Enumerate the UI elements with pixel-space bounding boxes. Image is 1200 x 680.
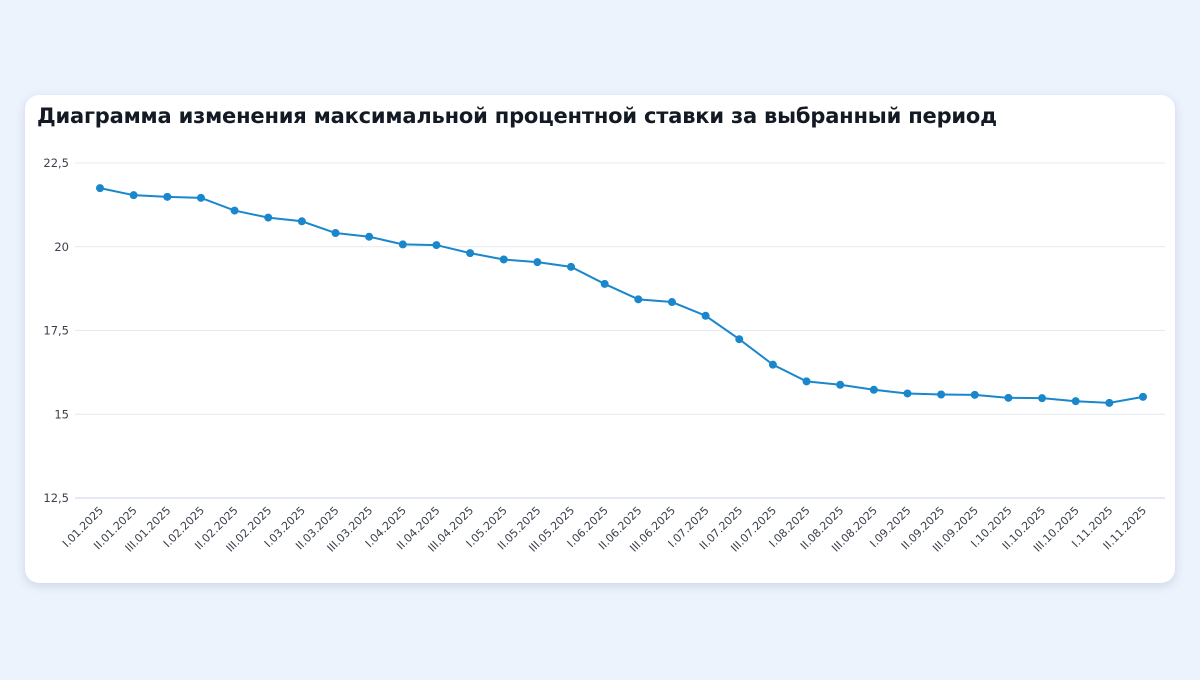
data-point[interactable] bbox=[836, 380, 845, 389]
data-point[interactable] bbox=[768, 360, 777, 369]
data-point[interactable] bbox=[869, 385, 878, 394]
data-point[interactable] bbox=[365, 232, 374, 241]
data-point[interactable] bbox=[667, 298, 676, 307]
data-point[interactable] bbox=[1071, 397, 1080, 406]
data-point[interactable] bbox=[432, 241, 441, 250]
series-line bbox=[99, 187, 1144, 404]
data-point[interactable] bbox=[533, 258, 542, 267]
data-point[interactable] bbox=[264, 213, 273, 222]
y-tick-label: 17,5 bbox=[43, 324, 69, 338]
data-point[interactable] bbox=[634, 295, 643, 304]
data-point[interactable] bbox=[600, 279, 609, 288]
data-point[interactable] bbox=[96, 184, 104, 193]
y-tick-label: 15 bbox=[54, 407, 69, 421]
data-point[interactable] bbox=[1004, 393, 1013, 402]
y-tick-label: 22,5 bbox=[43, 156, 69, 170]
data-point[interactable] bbox=[1139, 392, 1147, 401]
data-point[interactable] bbox=[735, 335, 744, 344]
data-point[interactable] bbox=[567, 262, 576, 271]
chart-card: Диаграмма изменения максимальной процент… bbox=[25, 95, 1175, 583]
data-point[interactable] bbox=[466, 249, 475, 258]
data-point[interactable] bbox=[297, 217, 306, 226]
data-point[interactable] bbox=[129, 191, 138, 200]
line-chart: 12,5 15 17,5 20 22,5 I.01.2025II.01.2025III.… bbox=[43, 156, 1165, 555]
chart-title: Диаграмма изменения максимальной процент… bbox=[37, 104, 997, 128]
data-point[interactable] bbox=[163, 192, 172, 201]
data-point[interactable] bbox=[970, 390, 979, 399]
data-point[interactable] bbox=[398, 240, 407, 249]
data-point[interactable] bbox=[937, 390, 946, 399]
data-point[interactable] bbox=[230, 206, 239, 215]
series-layer bbox=[99, 187, 1144, 404]
data-point[interactable] bbox=[196, 193, 205, 202]
data-point[interactable] bbox=[802, 377, 811, 386]
data-points bbox=[96, 184, 1147, 407]
grid-lines bbox=[75, 162, 1165, 499]
data-point[interactable] bbox=[499, 255, 508, 264]
x-axis-ticks: I.01.2025II.01.2025III.01.2025I.02.2025I… bbox=[60, 504, 1149, 555]
y-axis-ticks: 12,5 15 17,5 20 22,5 bbox=[43, 156, 69, 505]
data-point[interactable] bbox=[701, 311, 710, 320]
y-tick-label: 12,5 bbox=[43, 491, 69, 505]
y-tick-label: 20 bbox=[54, 240, 69, 254]
data-point[interactable] bbox=[1038, 394, 1047, 403]
data-point[interactable] bbox=[1105, 398, 1114, 407]
data-point[interactable] bbox=[331, 229, 340, 238]
data-point[interactable] bbox=[903, 389, 912, 398]
